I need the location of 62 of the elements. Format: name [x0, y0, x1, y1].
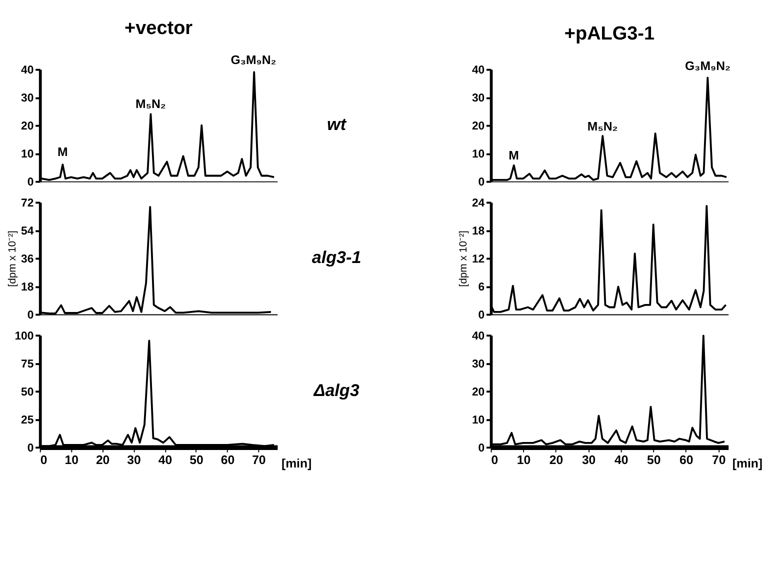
y-axis-title: [dpm x 10⁻²] — [458, 230, 470, 287]
x-tick-label: 70 — [712, 452, 726, 467]
x-axis-title: [min] — [732, 456, 763, 471]
annotation: M — [508, 148, 519, 162]
y-tick-label: 40 — [472, 64, 485, 77]
y-tick-label: 24 — [472, 198, 486, 210]
y-tick-label: 10 — [472, 414, 485, 426]
x-tick-label: 60 — [679, 452, 694, 467]
text: alg3-1 — [312, 248, 362, 267]
annotation: M₅N₂ — [587, 119, 618, 134]
x-tick-label: 30 — [582, 452, 596, 467]
x-tick-label: 10 — [516, 452, 531, 467]
y-tick-label: 40 — [21, 64, 34, 77]
y-tick-label: 54 — [21, 226, 34, 238]
text: Δalg3 — [312, 380, 360, 400]
x-tick-label: 50 — [190, 452, 204, 467]
y-tick-label: 30 — [472, 92, 485, 105]
y-tick-label: 0 — [478, 310, 485, 322]
y-tick-label: 0 — [27, 176, 34, 189]
y-tick-label: 36 — [21, 254, 34, 266]
x-tick-label: 20 — [549, 452, 564, 467]
y-tick-label: 72 — [21, 198, 34, 210]
y-tick-label: 20 — [21, 120, 34, 133]
y-tick-label: 6 — [478, 282, 485, 294]
y-tick-label: 20 — [472, 386, 485, 398]
y-tick-label: 0 — [27, 310, 34, 322]
y-tick-label: 30 — [21, 92, 34, 105]
x-tick-label: 30 — [127, 452, 142, 467]
x-tick-label: 0 — [40, 452, 48, 467]
x-tick-label: 40 — [158, 452, 172, 467]
x-tick-label: 20 — [96, 452, 110, 467]
y-tick-label: 12 — [472, 254, 485, 266]
text: G₃M₉N₂ — [230, 53, 276, 68]
y-tick-label: 20 — [472, 120, 485, 133]
annotation: M — [58, 145, 68, 160]
annotation: G₃M₉N₂ — [684, 58, 730, 73]
y-tick-label: 0 — [478, 442, 485, 454]
y-axis-title: [dpm x 10⁻²] — [7, 230, 18, 287]
chart-title: +vector — [124, 18, 194, 39]
y-tick-label: 0 — [478, 176, 485, 189]
y-tick-label: 50 — [21, 386, 34, 398]
y-tick-label: 40 — [472, 330, 485, 342]
y-tick-label: 75 — [21, 358, 34, 370]
y-tick-label: 30 — [472, 358, 485, 370]
x-tick-label: 60 — [220, 452, 235, 467]
x-tick-label: 0 — [491, 452, 498, 467]
x-tick-label: 10 — [64, 452, 79, 467]
line-series — [490, 205, 727, 313]
y-tick-label: 10 — [21, 148, 34, 161]
y-tick-label: 0 — [27, 442, 34, 454]
chart-title: +pALG3-1 — [564, 23, 655, 44]
x-axis-title: [min] — [281, 456, 312, 471]
y-tick-label: 18 — [21, 282, 34, 294]
y-tick-label: 18 — [472, 226, 485, 238]
y-tick-label: 10 — [472, 148, 485, 161]
text: wt — [327, 115, 348, 134]
annotation: M₅N₂ — [136, 96, 166, 111]
y-tick-label: 25 — [21, 414, 34, 426]
x-tick-label: 40 — [614, 452, 628, 467]
x-tick-label: 70 — [252, 452, 266, 467]
x-tick-label: 50 — [646, 452, 661, 467]
y-tick-label: 100 — [14, 330, 34, 342]
